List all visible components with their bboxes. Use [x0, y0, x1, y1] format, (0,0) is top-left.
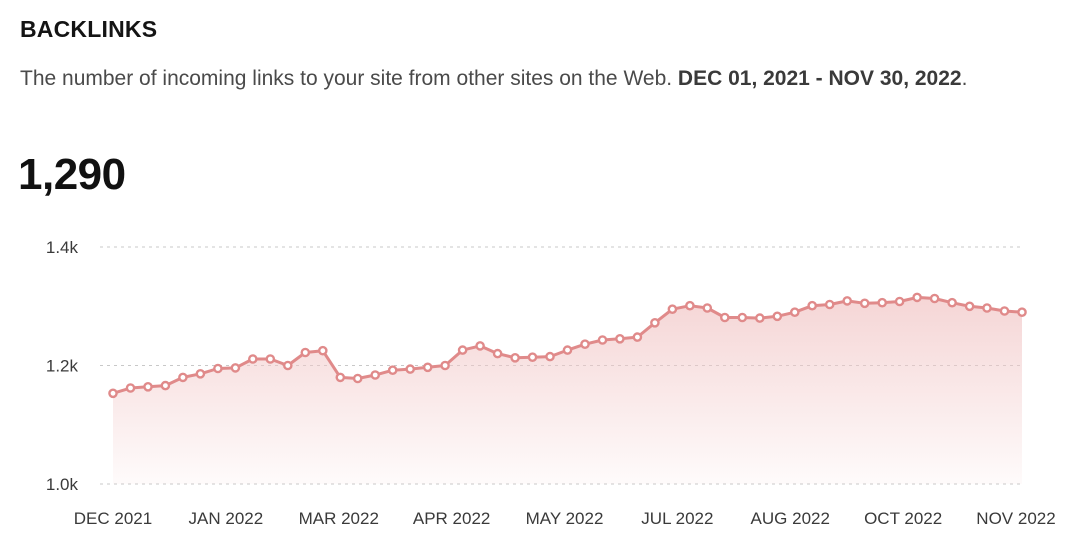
x-tick-label: OCT 2022 [864, 509, 942, 528]
data-point [545, 351, 555, 362]
data-point [755, 313, 765, 323]
data-point [317, 345, 328, 356]
data-point [964, 301, 975, 312]
x-tick-label: AUG 2022 [751, 509, 830, 528]
data-point [807, 300, 818, 311]
data-point [422, 362, 433, 373]
data-point [894, 296, 905, 307]
data-point [702, 303, 713, 313]
date-range: DEC 01, 2021 - NOV 30, 2022 [677, 67, 962, 90]
data-point [370, 370, 381, 380]
data-points [108, 292, 1027, 399]
data-point [213, 363, 223, 374]
data-point [790, 307, 800, 318]
data-point [125, 383, 136, 393]
data-point [912, 292, 922, 303]
data-point [527, 352, 538, 363]
data-point [615, 333, 625, 344]
data-point [877, 297, 888, 308]
data-point [387, 365, 398, 376]
x-tick-label: MAR 2022 [299, 509, 379, 528]
description-text: The number of incoming links to your sit… [20, 67, 673, 90]
data-point [247, 354, 258, 364]
data-point [1017, 307, 1027, 318]
data-point [842, 296, 853, 306]
data-point [859, 298, 870, 309]
data-point [737, 312, 748, 323]
data-point [510, 352, 520, 363]
data-point [772, 311, 783, 322]
data-point [580, 339, 590, 350]
data-point [457, 345, 468, 355]
x-tick-label: JUL 2022 [641, 509, 713, 528]
data-point [352, 373, 363, 384]
data-point [335, 372, 346, 383]
x-tick-label: DEC 2021 [74, 509, 152, 528]
data-point [265, 354, 276, 364]
data-point [160, 380, 171, 391]
data-point [597, 335, 608, 345]
data-point [929, 293, 940, 304]
data-point [947, 297, 957, 308]
chart-description: The number of incoming links to your sit… [20, 60, 1030, 97]
data-point [440, 360, 450, 371]
y-tick-label: 1.0k [46, 475, 79, 494]
data-point [282, 360, 293, 371]
x-tick-label: JAN 2022 [189, 509, 264, 528]
data-point [475, 341, 485, 351]
data-point [230, 363, 241, 373]
page-title: BACKLINKS [20, 16, 158, 42]
y-axis-ticks: 1.4k 1.2k 1.0k [46, 238, 79, 494]
data-point [632, 332, 643, 342]
data-point [108, 388, 118, 399]
data-point [405, 364, 416, 374]
data-point [492, 348, 503, 359]
data-point [999, 306, 1010, 316]
data-point [824, 299, 835, 310]
y-tick-label: 1.2k [46, 357, 79, 376]
backlinks-total: 1,290 [18, 150, 126, 199]
x-tick-label: MAY 2022 [526, 509, 604, 528]
y-tick-label: 1.4k [46, 238, 79, 257]
data-point [667, 304, 678, 315]
data-point [720, 312, 730, 323]
data-point [982, 303, 992, 313]
area-fill [113, 297, 1022, 484]
data-point [650, 317, 660, 328]
data-point [195, 368, 206, 379]
data-point [300, 347, 311, 358]
data-point [143, 381, 153, 392]
x-axis-ticks: DEC 2021 JAN 2022 MAR 2022 APR 2022 MAY 2022… [74, 509, 1056, 528]
data-point [685, 300, 695, 311]
data-point [562, 345, 573, 355]
data-point [178, 372, 188, 383]
x-tick-label: APR 2022 [413, 509, 491, 528]
x-tick-label: NOV 2022 [976, 509, 1055, 528]
description-end: . [961, 67, 968, 90]
